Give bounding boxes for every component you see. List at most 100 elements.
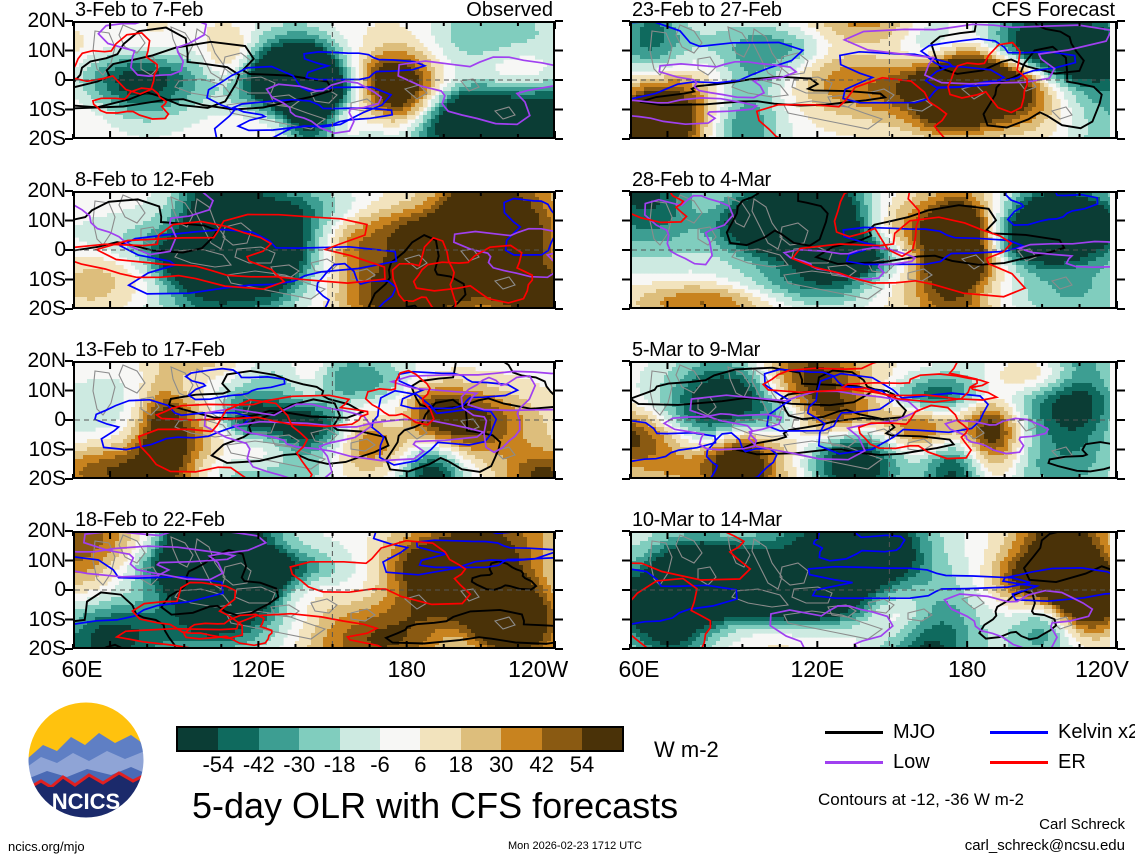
contour-er: [632, 193, 1027, 298]
colorbar-swatch: [218, 728, 259, 750]
legend-label: Kelvin x2: [1058, 722, 1135, 742]
colorbar-swatch: [339, 728, 380, 750]
colorbar-tick-label: -54: [188, 754, 248, 776]
panel-corner-label: Observed: [466, 0, 553, 20]
contour-er: [137, 369, 435, 477]
panel-title: 23-Feb to 27-Feb: [632, 0, 782, 20]
colorbar-tick-label: 42: [512, 754, 572, 776]
y-tick-label: 10N: [0, 380, 66, 401]
contour-kelvin-x2: [632, 368, 990, 477]
y-tick-label: 10N: [0, 550, 66, 571]
map-plot-area: [73, 191, 555, 309]
map-plot-area: [73, 361, 555, 479]
panel-title: 28-Feb to 4-Mar: [632, 170, 771, 190]
contour-er: [75, 32, 170, 120]
x-tick-label: 120E: [790, 658, 844, 681]
x-tick-label: 60E: [62, 658, 103, 681]
y-tick-label: 20N: [0, 180, 66, 201]
panel-title: 3-Feb to 7-Feb: [75, 0, 203, 20]
olr-field: [75, 23, 553, 137]
colorbar-tick-label: -18: [310, 754, 370, 776]
contour-low: [643, 194, 1110, 281]
contour-kelvin-x2: [206, 51, 428, 137]
y-tick-label: 20N: [0, 10, 66, 31]
contour-mjo: [632, 366, 1110, 473]
olr-field: [75, 193, 553, 307]
y-tick-label: 10N: [0, 210, 66, 231]
colorbar-tick-label: -6: [350, 754, 410, 776]
y-tick-label: 20S: [0, 128, 66, 149]
contour-low: [769, 589, 1094, 647]
olr-field: [632, 23, 1110, 137]
colorbar-tick-label: 54: [552, 754, 612, 776]
olr-field: [632, 193, 1110, 307]
colorbar-swatch: [501, 728, 542, 750]
colorbar-tick-label: 6: [390, 754, 450, 776]
contour-mjo: [75, 198, 467, 307]
colorbar-swatch: [379, 728, 421, 750]
y-tick-label: 20S: [0, 298, 66, 319]
legend-label: ER: [1058, 752, 1086, 772]
contour-mjo: [75, 26, 334, 111]
map-plot-area: [73, 531, 555, 649]
y-tick-label: 0: [0, 239, 66, 260]
y-tick-label: 20N: [0, 350, 66, 371]
colorbar-tick-label: 18: [431, 754, 491, 776]
x-tick-label: 120W: [508, 658, 568, 681]
map-plot-area: [73, 21, 555, 139]
x-tick-label: 120E: [232, 658, 286, 681]
contour-kelvin-x2: [632, 533, 1110, 625]
legend-line-kelvin-x2: [990, 731, 1048, 734]
colorbar-swatch: [178, 728, 219, 750]
colorbar-tick-label: -30: [269, 754, 329, 776]
x-tick-label: 60E: [619, 658, 660, 681]
olr-field: [632, 363, 1110, 477]
contour-low: [203, 370, 553, 477]
ncics-logo-text: NCICS: [52, 789, 120, 814]
y-tick-label: 20S: [0, 468, 66, 489]
y-tick-label: 10S: [0, 609, 66, 630]
author-credit: Carl Schreck: [735, 817, 1125, 832]
contour-kelvin-x2: [118, 197, 553, 307]
y-tick-label: 20S: [0, 638, 66, 659]
legend-line-mjo: [825, 731, 883, 734]
y-tick-label: 10N: [0, 40, 66, 61]
map-plot-area: [630, 361, 1117, 479]
contour-er: [761, 363, 1000, 460]
x-tick-label: 180: [388, 658, 426, 681]
map-plot-area: [630, 191, 1117, 309]
y-tick-label: 0: [0, 579, 66, 600]
panel-title: 18-Feb to 22-Feb: [75, 510, 225, 530]
ncics-logo: NCICS: [27, 701, 145, 819]
colorbar-unit-label: W m-2: [654, 739, 719, 761]
olr-field: [632, 533, 1110, 647]
site-url: ncics.org/mjo: [8, 840, 85, 853]
colorbar-swatch: [258, 728, 300, 750]
map-plot-area: [630, 21, 1117, 139]
olr-field: [75, 533, 553, 647]
author-email: carl_schreck@ncsu.edu: [735, 838, 1125, 853]
panel-corner-label: CFS Forecast: [992, 0, 1115, 20]
y-tick-label: 10S: [0, 269, 66, 290]
colorbar-swatch: [460, 728, 502, 750]
legend-line-er: [990, 761, 1048, 764]
y-tick-label: 10S: [0, 439, 66, 460]
panel-title: 10-Mar to 14-Mar: [632, 510, 782, 530]
colorbar: [176, 726, 625, 752]
contour-er: [632, 533, 752, 647]
panel-title: 13-Feb to 17-Feb: [75, 340, 225, 360]
map-plot-area: [630, 531, 1117, 649]
contour-mjo: [725, 193, 1066, 266]
contour-low: [662, 390, 1050, 461]
y-tick-label: 0: [0, 69, 66, 90]
figure-title: 5-day OLR with CFS forecasts: [192, 788, 678, 824]
y-tick-label: 0: [0, 409, 66, 430]
y-tick-label: 20N: [0, 520, 66, 541]
x-tick-label: 180: [948, 658, 986, 681]
contour-kelvin-x2: [93, 367, 520, 466]
legend-label: Low: [893, 752, 930, 772]
contour-er: [755, 41, 1028, 137]
panel-title: 8-Feb to 12-Feb: [75, 170, 214, 190]
colorbar-swatch: [581, 728, 623, 750]
colorbar-swatch: [299, 728, 340, 750]
